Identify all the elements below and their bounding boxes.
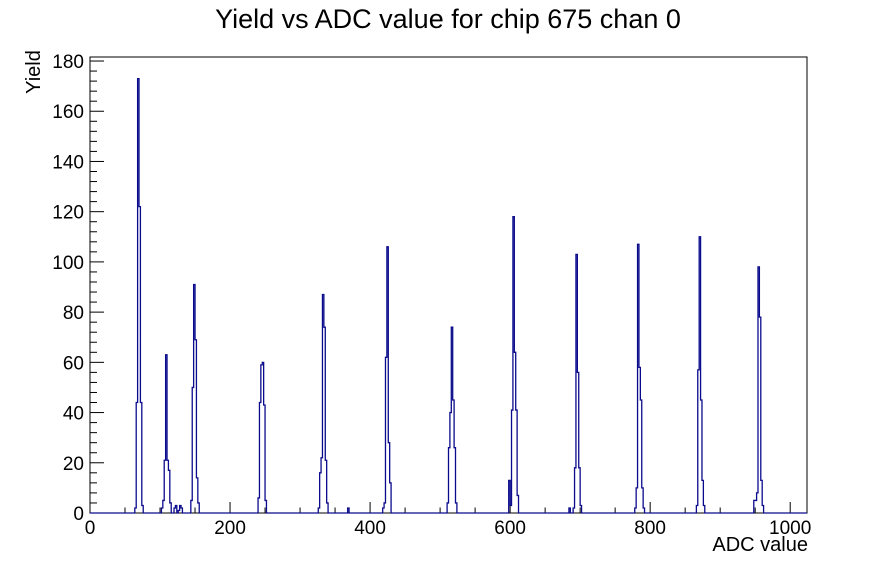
- x-axis-title: ADC value: [712, 534, 808, 556]
- axis-tick-labels: 0 20 40 60 80 100 120 140 160 180 0 200 400 600 800 100…: [52, 52, 811, 539]
- plot-frame: [89, 56, 808, 514]
- y-tick-label: 160: [52, 102, 84, 123]
- y-tick-label: 20: [63, 454, 84, 475]
- x-tick-label: 1000: [769, 518, 811, 539]
- y-tick-label: 180: [52, 52, 84, 73]
- y-tick-label: 80: [63, 303, 84, 324]
- chart-title: Yield vs ADC value for chip 675 chan 0: [215, 4, 681, 34]
- x-tick-label: 200: [214, 518, 246, 539]
- x-tick-label: 400: [354, 518, 386, 539]
- y-tick-label: 140: [52, 152, 84, 173]
- y-tick-label: 100: [52, 253, 84, 274]
- y-tick-label: 120: [52, 203, 84, 224]
- histogram-series: [90, 77, 807, 514]
- x-tick-label: 800: [634, 518, 666, 539]
- histogram-line: [90, 77, 807, 514]
- x-tick-label: 600: [494, 518, 526, 539]
- x-tick-label: 0: [85, 518, 96, 539]
- y-tick-label: 40: [63, 404, 84, 425]
- y-axis-title: Yield: [23, 50, 45, 94]
- y-tick-label: 0: [73, 504, 84, 525]
- y-tick-label: 60: [63, 353, 84, 374]
